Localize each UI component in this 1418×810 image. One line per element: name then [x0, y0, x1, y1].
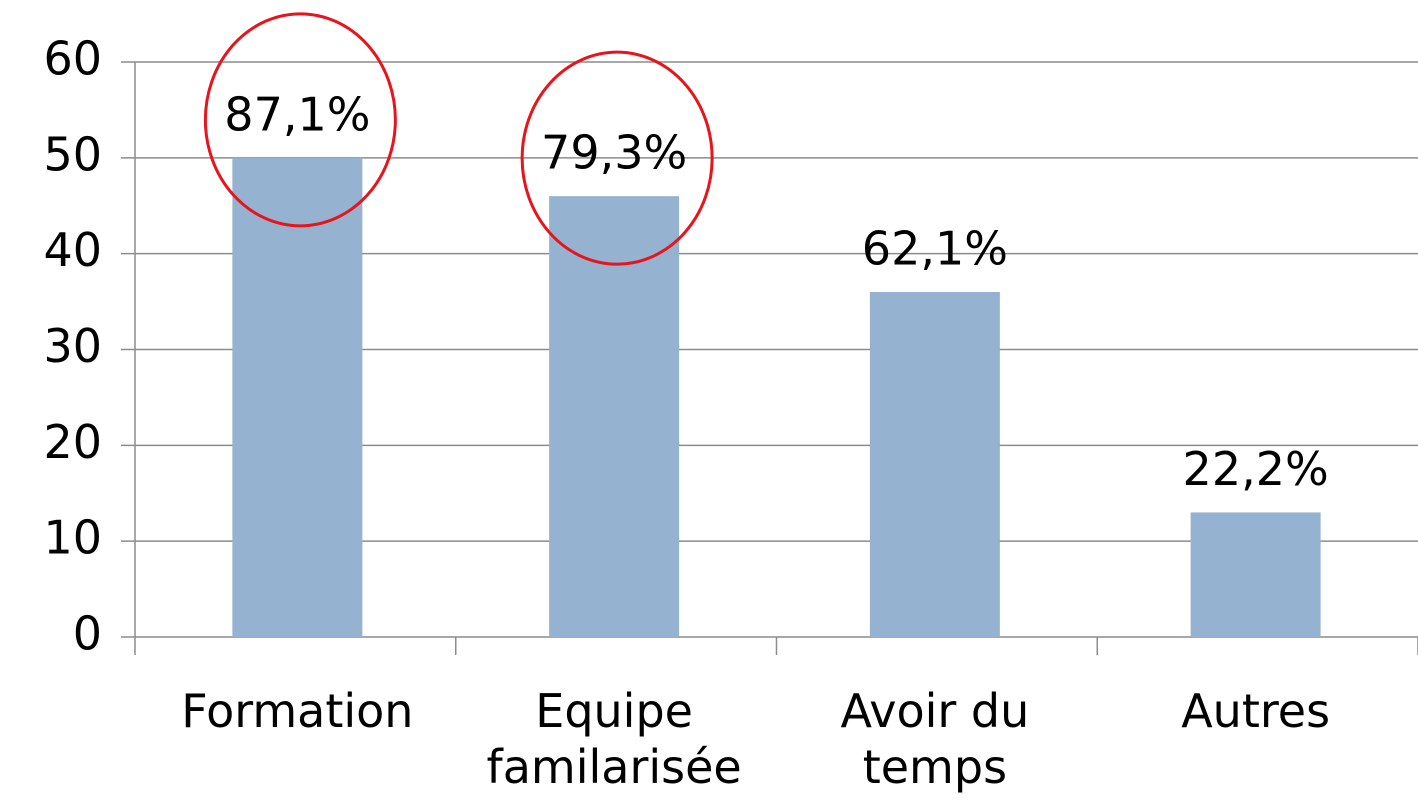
- bar: [232, 157, 363, 638]
- y-tick-label: 10: [43, 511, 102, 565]
- value-label: 79,3%: [541, 126, 687, 180]
- y-tick-label: 20: [43, 415, 102, 469]
- bar: [549, 196, 680, 637]
- y-tick-label: 40: [43, 223, 102, 277]
- y-tick-label: 60: [43, 32, 102, 86]
- x-tick-label: Autres: [1181, 684, 1331, 738]
- y-tick-label: 30: [43, 319, 102, 373]
- y-tick-label: 0: [73, 607, 102, 661]
- x-tick-label: Equipe familarisée: [486, 684, 742, 794]
- bar: [1190, 512, 1321, 637]
- highlight-circle: [520, 50, 714, 266]
- x-tick-label: Formation: [181, 684, 414, 738]
- value-label: 87,1%: [224, 87, 370, 141]
- x-tick-label: Avoir du temps: [840, 684, 1030, 794]
- value-label: 62,1%: [862, 222, 1008, 276]
- value-label: 22,2%: [1183, 442, 1329, 496]
- y-tick-label: 50: [43, 127, 102, 181]
- bar: [869, 292, 1000, 637]
- highlight-circle: [203, 12, 397, 228]
